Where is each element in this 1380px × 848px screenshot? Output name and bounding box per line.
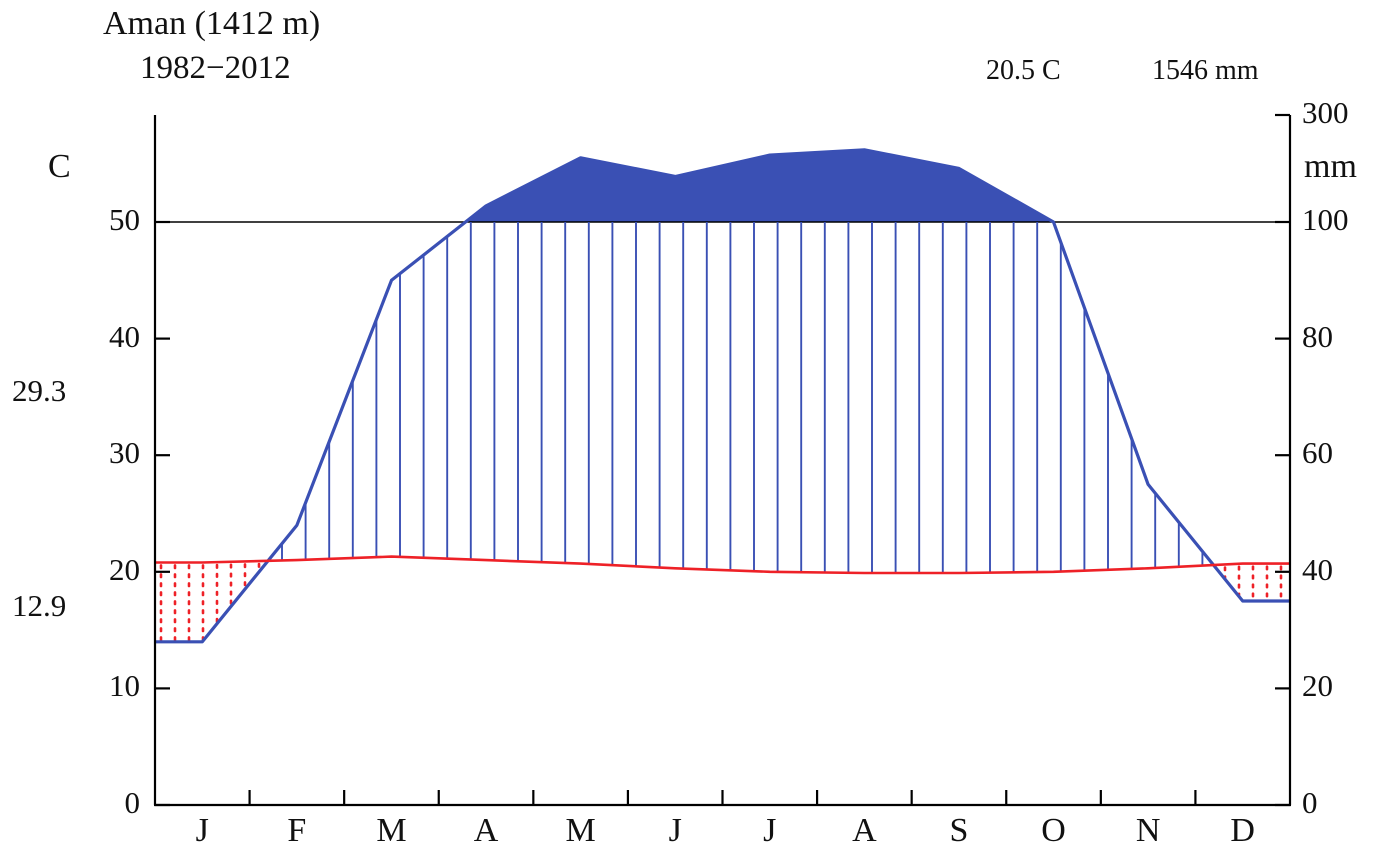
month-label-1: J <box>195 812 209 848</box>
month-label-10: O <box>1041 812 1066 848</box>
chart-subtitle-period: 1982−2012 <box>140 50 291 86</box>
right-axis-tick-0: 0 <box>1302 785 1318 820</box>
right-axis-tick-60: 60 <box>1302 435 1333 471</box>
left-axis-tick-30: 30 <box>109 435 140 471</box>
month-label-4: A <box>473 812 499 848</box>
right-axis-tick-300: 300 <box>1302 95 1349 130</box>
right-axis-tick-40: 40 <box>1302 551 1333 587</box>
left-axis-tick-40: 40 <box>109 318 140 354</box>
left-axis-tick-0: 0 <box>124 785 141 820</box>
month-label-11: N <box>1135 812 1161 848</box>
month-label-7: J <box>763 812 777 848</box>
month-label-9: S <box>949 812 969 848</box>
right-axis-tick-100: 100 <box>1302 202 1349 237</box>
month-label-6: J <box>668 812 682 848</box>
annual-precipitation-label: 1546 mm <box>1152 55 1259 86</box>
right-axis-tick-20: 20 <box>1302 668 1333 704</box>
month-label-12: D <box>1230 812 1255 848</box>
month-label-2: F <box>287 812 307 848</box>
right-axis-unit-label: mm <box>1304 148 1357 185</box>
month-label-3: M <box>376 812 407 848</box>
left-axis-tick-10: 10 <box>109 668 140 704</box>
extra-label-warmest-max: 29.3 <box>12 373 67 408</box>
right-axis-tick-80: 80 <box>1302 318 1333 354</box>
mean-annual-temperature-label: 20.5 C <box>986 55 1061 86</box>
month-label-5: M <box>565 812 596 848</box>
extra-label-coldest-min: 12.9 <box>12 588 67 623</box>
month-label-8: A <box>852 812 877 848</box>
left-axis-tick-20: 20 <box>109 551 140 587</box>
left-axis-unit-label: C <box>48 148 71 185</box>
chart-title: Aman (1412 m) <box>103 5 321 42</box>
left-axis-tick-50: 50 <box>109 202 140 237</box>
